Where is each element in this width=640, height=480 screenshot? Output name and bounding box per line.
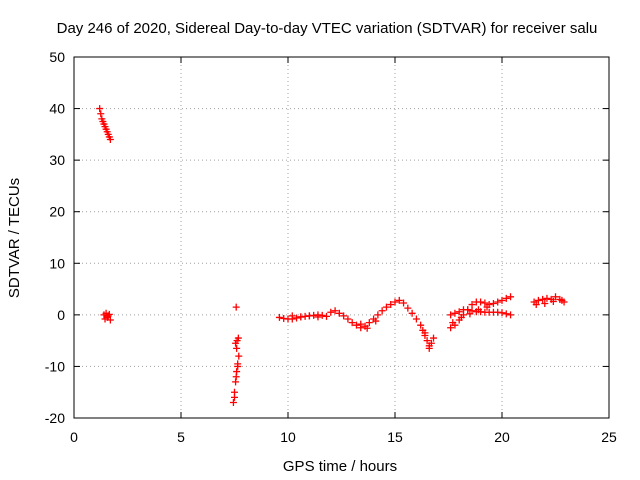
data-point: [455, 308, 463, 316]
y-tick-label: 30: [49, 152, 65, 168]
data-point: [378, 307, 386, 315]
y-tick-label: -10: [45, 358, 65, 374]
y-tick-label: 40: [49, 101, 65, 117]
data-point: [423, 337, 431, 345]
data-point: [549, 297, 557, 305]
data-point: [382, 303, 390, 311]
y-tick-label: 20: [49, 204, 65, 220]
data-point: [447, 324, 455, 332]
data-point: [391, 298, 399, 306]
data-point: [372, 317, 380, 325]
data-point: [232, 373, 240, 381]
y-tick-label: 50: [49, 49, 65, 65]
x-tick-label: 0: [70, 429, 78, 445]
data-point: [552, 293, 559, 301]
data-point: [348, 319, 356, 327]
data-point: [477, 298, 485, 306]
data-point: [331, 307, 339, 315]
data-point: [558, 296, 566, 304]
data-point: [464, 306, 472, 314]
data-point: [96, 105, 104, 113]
grid: [74, 57, 609, 418]
data-point: [235, 352, 243, 360]
data-point: [105, 310, 113, 318]
data-point: [357, 320, 365, 328]
data-point: [232, 303, 240, 311]
data-point: [340, 312, 348, 320]
data-point: [293, 314, 301, 322]
data-point: [231, 393, 238, 401]
data-point: [352, 321, 360, 329]
x-tick-label: 15: [387, 429, 403, 445]
data-point: [327, 308, 335, 316]
data-point: [275, 313, 283, 321]
data-point: [543, 294, 551, 302]
y-tick-label: -20: [45, 410, 65, 426]
data-point: [106, 136, 114, 144]
data-point: [502, 294, 510, 302]
data-point: [234, 334, 242, 342]
data-point: [387, 301, 395, 309]
data-point: [430, 334, 438, 342]
data-point: [449, 319, 457, 327]
data-point: [425, 342, 433, 350]
data-point: [534, 296, 542, 304]
data-point: [314, 313, 322, 321]
x-tick-label: 25: [601, 429, 617, 445]
x-tick-label: 5: [177, 429, 185, 445]
data-point: [489, 300, 497, 308]
data-point: [318, 311, 326, 319]
x-tick-label: 10: [280, 429, 296, 445]
data-point: [498, 309, 506, 317]
data-point: [335, 309, 343, 317]
data-point: [421, 329, 429, 337]
data-point: [541, 300, 549, 308]
data-point: [468, 301, 476, 309]
data-points: [96, 105, 568, 407]
data-point: [417, 321, 425, 329]
data-point: [101, 315, 109, 323]
data-point: [365, 319, 373, 327]
data-point: [395, 296, 403, 304]
data-point: [305, 312, 313, 320]
data-point: [400, 299, 408, 307]
data-point: [474, 306, 482, 314]
x-axis-label: GPS time / hours: [283, 458, 397, 475]
x-tick-label: 20: [494, 429, 510, 445]
data-point: [483, 303, 491, 311]
data-point: [502, 310, 510, 318]
data-point: [498, 296, 506, 304]
data-point: [97, 110, 105, 118]
data-point: [457, 313, 465, 321]
data-point: [481, 299, 489, 307]
data-point: [374, 311, 382, 319]
data-point: [344, 315, 352, 323]
data-point: [507, 311, 515, 319]
data-point: [412, 315, 420, 323]
data-point: [451, 309, 459, 317]
plot-area-frame: [73, 56, 610, 419]
y-tick-label: 10: [49, 255, 65, 271]
data-point: [323, 312, 331, 320]
data-point: [229, 399, 237, 407]
chart-title: Day 246 of 2020, Sidereal Day-to-day VTE…: [57, 20, 598, 37]
data-point: [539, 295, 547, 303]
data-point: [363, 324, 371, 332]
data-point: [297, 313, 305, 321]
data-point: [104, 312, 112, 320]
data-point: [233, 344, 241, 352]
data-point: [447, 311, 455, 319]
y-tick-label: 0: [57, 307, 65, 323]
axis-ticks: 0 5 10 15 20 25 -20 -10 0 10 20 30 40 50: [45, 49, 617, 445]
data-point: [404, 304, 412, 312]
data-point: [532, 301, 540, 309]
data-point: [494, 298, 502, 306]
y-axis-label: SDTVAR / TECUs: [6, 178, 23, 298]
data-point: [408, 309, 416, 317]
data-point: [466, 310, 474, 318]
data-point: [288, 312, 296, 320]
data-point: [507, 293, 515, 301]
data-point: [234, 362, 242, 370]
